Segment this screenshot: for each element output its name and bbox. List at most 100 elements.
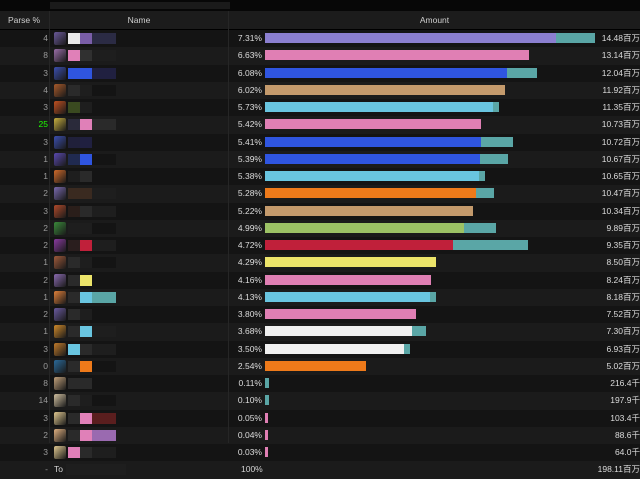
table-row[interactable]: 0 2.54% 5.02百万 bbox=[0, 357, 640, 376]
table-row[interactable]: 3 5.73% 11.35百万 bbox=[0, 99, 640, 117]
amount-bar bbox=[265, 222, 464, 233]
amount-bar-extension bbox=[411, 326, 426, 337]
amount-bar bbox=[265, 447, 268, 457]
amount-value: 10.67百万 bbox=[601, 153, 640, 164]
obscured-name bbox=[80, 102, 92, 113]
obscured-name bbox=[68, 119, 80, 131]
amount-value: 8.24百万 bbox=[606, 274, 640, 285]
percent-value: 3.68% bbox=[237, 326, 262, 337]
obscured-name bbox=[80, 84, 92, 96]
amount-value: 13.14百万 bbox=[601, 50, 640, 61]
amount-value: 6.93百万 bbox=[606, 343, 640, 354]
amount-bar bbox=[265, 309, 417, 319]
table-row[interactable]: 2 4.16% 8.24百万 bbox=[0, 271, 640, 289]
percent-value: 0.11% bbox=[238, 378, 262, 388]
percent-value: 6.63% bbox=[237, 50, 262, 61]
header-amount[interactable]: Amount bbox=[419, 15, 450, 25]
obscured-name bbox=[80, 67, 92, 79]
amount-bar bbox=[265, 360, 366, 371]
table-row[interactable]: 4 6.02% 11.92百万 bbox=[0, 81, 640, 100]
table-row[interactable]: 1 3.68% 7.30百万 bbox=[0, 323, 640, 341]
spec-icon bbox=[54, 204, 66, 218]
obscured-name bbox=[92, 240, 116, 251]
amount-value: 11.35百万 bbox=[602, 102, 640, 112]
obscured-region bbox=[50, 2, 230, 9]
obscured-name bbox=[92, 84, 116, 96]
obscured-name bbox=[66, 464, 126, 476]
obscured-name bbox=[68, 240, 80, 251]
amount-bar-extension bbox=[479, 171, 486, 181]
amount-value: 10.72百万 bbox=[601, 136, 640, 147]
table-row[interactable]: 4 7.31% 14.48百万 bbox=[0, 30, 640, 48]
amount-value: 14.48百万 bbox=[601, 33, 640, 43]
amount-value: 9.89百万 bbox=[606, 222, 640, 233]
obscured-name bbox=[68, 205, 80, 217]
obscured-name bbox=[80, 429, 92, 441]
amount-value: 10.73百万 bbox=[601, 119, 640, 130]
table-row[interactable]: 1 5.39% 10.67百万 bbox=[0, 150, 640, 169]
obscured-name bbox=[80, 136, 92, 148]
spec-icon bbox=[54, 83, 66, 97]
spec-icon bbox=[54, 290, 66, 304]
percent-value: 5.41% bbox=[237, 136, 262, 147]
parse-value: 1 bbox=[43, 291, 48, 302]
amount-bar bbox=[265, 50, 530, 61]
amount-value: 7.30百万 bbox=[606, 326, 640, 337]
table-row[interactable]: 2 3.80% 7.52百万 bbox=[0, 306, 640, 324]
table-row[interactable]: 3 0.05% 103.4千 bbox=[0, 409, 640, 427]
amount-bar bbox=[265, 84, 505, 95]
spec-icon bbox=[54, 239, 66, 252]
obscured-name bbox=[92, 447, 116, 458]
obscured-name bbox=[68, 274, 80, 286]
amount-bar bbox=[265, 119, 481, 130]
obscured-name bbox=[92, 67, 116, 79]
spec-icon bbox=[54, 308, 66, 321]
amount-value: 5.02百万 bbox=[606, 360, 640, 371]
obscured-name bbox=[80, 188, 92, 200]
obscured-name bbox=[68, 412, 80, 424]
table-row[interactable]: 8 0.11% 216.4千 bbox=[0, 375, 640, 393]
table-row[interactable]: 3 5.22% 10.34百万 bbox=[0, 202, 640, 220]
parse-value: 3 bbox=[43, 102, 48, 112]
table-row[interactable]: 2 4.99% 9.89百万 bbox=[0, 219, 640, 238]
percent-value: 5.39% bbox=[237, 153, 262, 164]
obscured-name bbox=[80, 343, 92, 355]
header-parse[interactable]: Parse % bbox=[7, 15, 41, 25]
table-row[interactable]: 3 6.08% 12.04百万 bbox=[0, 64, 640, 82]
table-row[interactable]: 1 4.13% 8.18百万 bbox=[0, 288, 640, 307]
obscured-name bbox=[68, 222, 80, 234]
amount-bar-extension bbox=[404, 343, 411, 354]
table-row[interactable]: 1 5.38% 10.65百万 bbox=[0, 168, 640, 186]
table-row[interactable]: 2 0.04% 88.6千 bbox=[0, 426, 640, 445]
obscured-name bbox=[92, 50, 116, 62]
spec-icon bbox=[54, 118, 66, 132]
total-name: To bbox=[54, 464, 63, 475]
parse-value: 3 bbox=[43, 412, 48, 423]
table-row[interactable]: 14 0.10% 197.9千 bbox=[0, 392, 640, 410]
percent-value: 6.08% bbox=[237, 67, 262, 78]
table-row[interactable]: 1 4.29% 8.50百万 bbox=[0, 254, 640, 272]
table-row[interactable]: 2 4.72% 9.35百万 bbox=[0, 237, 640, 255]
table-row[interactable]: 8 6.63% 13.14百万 bbox=[0, 47, 640, 65]
obscured-name bbox=[92, 33, 116, 44]
spec-icon bbox=[54, 325, 66, 339]
parse-value: 8 bbox=[43, 50, 48, 61]
obscured-name bbox=[80, 274, 92, 286]
obscured-name bbox=[68, 102, 80, 113]
obscured-name bbox=[92, 291, 116, 303]
spec-icon bbox=[54, 359, 66, 373]
table-row[interactable]: 25 5.42% 10.73百万 bbox=[0, 116, 640, 134]
table-row[interactable]: 3 5.41% 10.72百万 bbox=[0, 133, 640, 151]
amount-bar-extension bbox=[493, 102, 500, 112]
obscured-name bbox=[68, 171, 80, 182]
table-row[interactable]: 2 5.28% 10.47百万 bbox=[0, 185, 640, 203]
parse-value: 2 bbox=[43, 309, 48, 319]
parse-value: 3 bbox=[43, 205, 48, 216]
obscured-name bbox=[68, 136, 80, 148]
obscured-name bbox=[68, 67, 80, 79]
amount-value: 197.9千 bbox=[610, 395, 640, 406]
column-divider bbox=[49, 11, 50, 443]
table-row[interactable]: 3 0.03% 64.0千 bbox=[0, 444, 640, 462]
table-row[interactable]: 3 3.50% 6.93百万 bbox=[0, 340, 640, 358]
header-name[interactable]: Name bbox=[127, 15, 151, 25]
